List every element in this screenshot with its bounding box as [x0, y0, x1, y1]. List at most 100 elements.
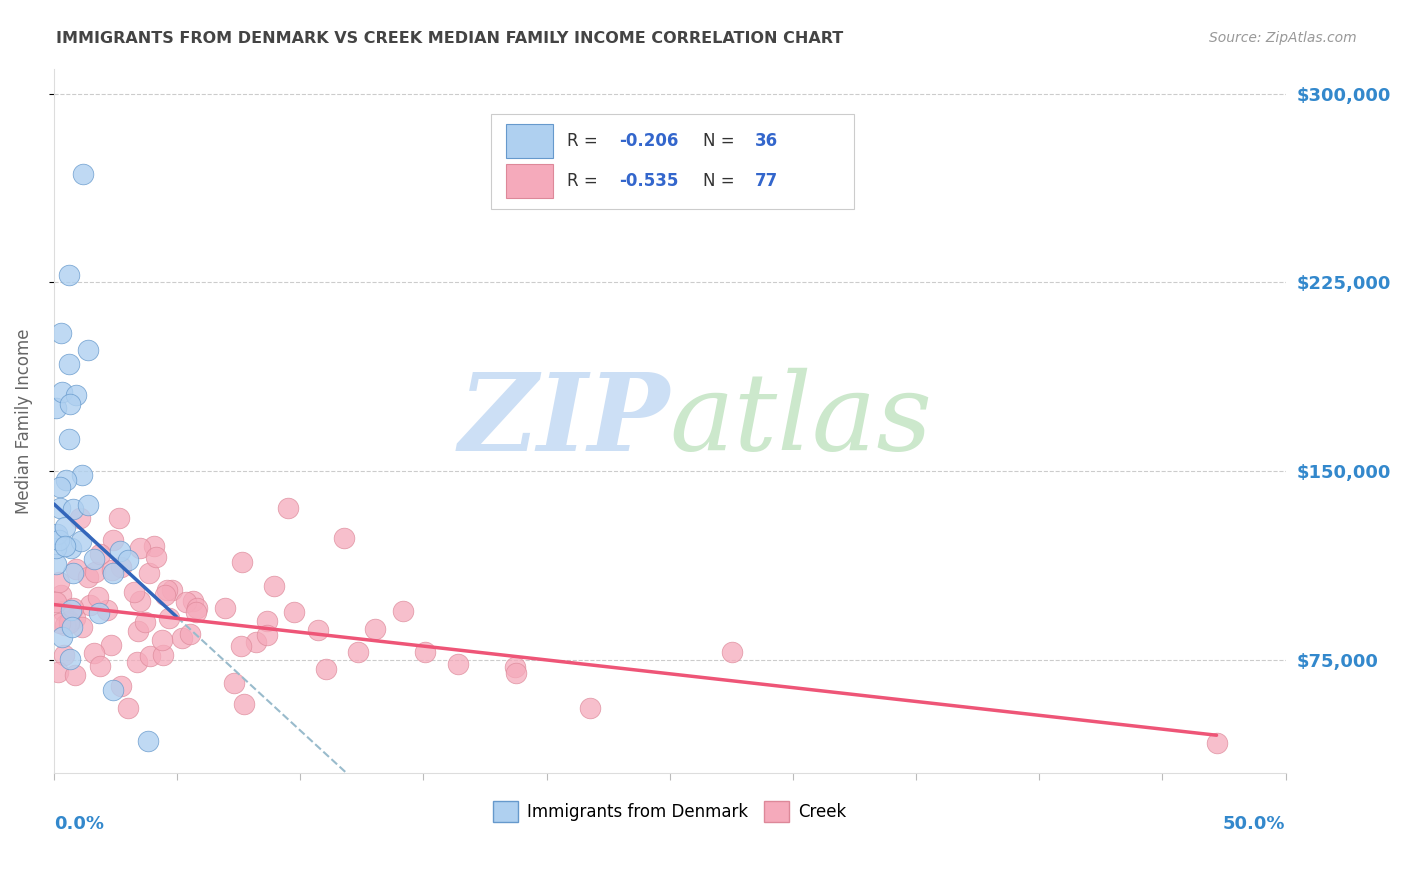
Text: Source: ZipAtlas.com: Source: ZipAtlas.com	[1209, 31, 1357, 45]
Point	[58, 357, 80, 371]
FancyBboxPatch shape	[491, 114, 855, 210]
FancyBboxPatch shape	[506, 124, 553, 158]
Point	[70, 533, 93, 548]
Point	[363, 622, 385, 636]
Point	[77, 343, 100, 358]
Point	[145, 549, 167, 564]
Point	[128, 541, 150, 555]
Point	[63, 668, 86, 682]
Point	[72, 167, 94, 181]
Point	[162, 582, 184, 597]
Point	[51, 326, 73, 340]
Point	[174, 595, 197, 609]
Point	[413, 645, 436, 659]
Point	[77, 498, 100, 512]
Point	[46, 665, 69, 679]
Point	[125, 655, 148, 669]
Point	[87, 606, 110, 620]
Point	[256, 614, 278, 628]
Point	[53, 617, 76, 632]
Point	[53, 519, 76, 533]
Point	[347, 645, 370, 659]
Point	[277, 500, 299, 515]
Point	[229, 640, 252, 654]
Point	[150, 632, 173, 647]
Point	[70, 468, 93, 483]
Point	[86, 590, 108, 604]
Point	[96, 602, 118, 616]
Point	[52, 605, 75, 619]
Text: IMMIGRANTS FROM DENMARK VS CREEK MEDIAN FAMILY INCOME CORRELATION CHART: IMMIGRANTS FROM DENMARK VS CREEK MEDIAN …	[56, 31, 844, 46]
Point	[48, 574, 70, 589]
Point	[89, 658, 111, 673]
Y-axis label: Median Family Income: Median Family Income	[15, 328, 32, 514]
Point	[332, 531, 354, 545]
Text: -0.535: -0.535	[619, 172, 679, 190]
Point	[143, 539, 166, 553]
Point	[231, 555, 253, 569]
Point	[51, 630, 73, 644]
Point	[579, 701, 602, 715]
Text: atlas: atlas	[669, 368, 932, 474]
Point	[60, 620, 83, 634]
Point	[136, 734, 159, 748]
Point	[392, 604, 415, 618]
Point	[48, 615, 70, 630]
Point	[59, 602, 82, 616]
Point	[103, 533, 125, 547]
Point	[65, 611, 87, 625]
Point	[503, 660, 526, 674]
Point	[83, 646, 105, 660]
Point	[222, 675, 245, 690]
Point	[245, 635, 267, 649]
Point	[59, 541, 82, 555]
Text: 36: 36	[755, 132, 778, 150]
Text: R =: R =	[568, 132, 603, 150]
Point	[45, 558, 67, 572]
Point	[101, 566, 124, 580]
Point	[53, 539, 76, 553]
Point	[153, 588, 176, 602]
Point	[76, 570, 98, 584]
Point	[122, 585, 145, 599]
Point	[89, 547, 111, 561]
Point	[100, 563, 122, 577]
Point	[186, 601, 208, 615]
Point	[45, 541, 67, 556]
Point	[45, 595, 67, 609]
Point	[51, 588, 73, 602]
Legend: Immigrants from Denmark, Creek: Immigrants from Denmark, Creek	[486, 795, 852, 829]
Point	[156, 583, 179, 598]
Point	[152, 648, 174, 663]
Text: 0.0%: 0.0%	[53, 815, 104, 833]
Point	[315, 662, 337, 676]
Point	[101, 683, 124, 698]
Point	[83, 551, 105, 566]
Point	[108, 543, 131, 558]
Point	[49, 500, 72, 515]
Point	[46, 527, 69, 541]
Point	[58, 268, 80, 282]
Text: -0.206: -0.206	[619, 132, 679, 150]
Point	[110, 679, 132, 693]
Point	[48, 533, 70, 548]
Point	[108, 511, 131, 525]
Point	[256, 628, 278, 642]
Point	[62, 601, 84, 615]
Point	[283, 605, 305, 619]
Point	[58, 616, 80, 631]
Point	[138, 566, 160, 580]
Point	[48, 480, 70, 494]
Point	[307, 624, 329, 638]
Point	[59, 651, 82, 665]
Text: N =: N =	[703, 172, 740, 190]
Point	[58, 614, 80, 628]
Point	[62, 502, 84, 516]
Point	[65, 388, 87, 402]
Point	[170, 631, 193, 645]
Point	[134, 615, 156, 630]
Text: R =: R =	[568, 172, 603, 190]
Text: 50.0%: 50.0%	[1223, 815, 1285, 833]
Text: ZIP: ZIP	[458, 368, 669, 474]
Point	[51, 384, 73, 399]
